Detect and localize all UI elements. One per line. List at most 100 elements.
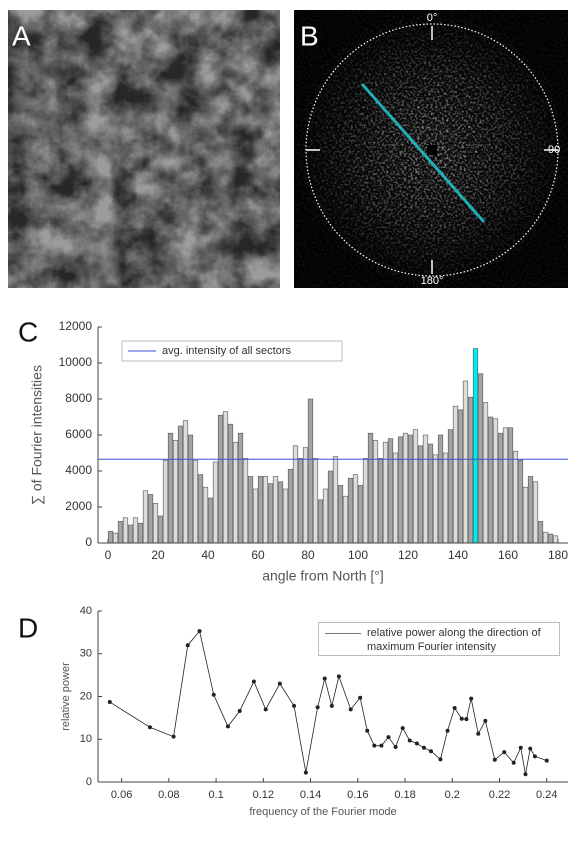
- point: [386, 735, 391, 740]
- x-tick-label: 0.1: [208, 789, 223, 801]
- bar: [172, 440, 179, 544]
- point: [532, 754, 537, 759]
- x-tick-label: 80: [301, 548, 315, 562]
- bar: [337, 485, 344, 544]
- y-tick-label: 8000: [65, 391, 92, 405]
- bar: [377, 458, 384, 544]
- bar: [192, 459, 199, 544]
- bar: [502, 427, 509, 544]
- point: [421, 745, 426, 750]
- point: [372, 743, 377, 748]
- bar: [492, 418, 499, 544]
- x-tick-label: 0.22: [489, 789, 510, 801]
- x-tick-label: 160: [498, 548, 518, 562]
- y-tick-label: 10000: [59, 355, 93, 369]
- bar: [117, 521, 124, 544]
- bar: [467, 396, 474, 544]
- point: [407, 738, 412, 743]
- bar: [307, 398, 314, 544]
- bar: [457, 409, 464, 544]
- legend-label: avg. intensity of all sectors: [162, 345, 292, 357]
- y-tick-label: 40: [80, 605, 92, 617]
- point: [107, 700, 112, 705]
- bar: [432, 454, 439, 544]
- bar: [227, 423, 234, 544]
- x-tick-label: 0.14: [300, 789, 321, 801]
- bar: [277, 481, 284, 544]
- point: [452, 706, 457, 711]
- bar: [202, 486, 209, 544]
- bar: [207, 497, 214, 544]
- point: [329, 703, 334, 708]
- bar: [267, 483, 274, 544]
- y-tick-label: 2000: [65, 499, 92, 513]
- bar: [507, 427, 514, 544]
- x-tick-label: 0.08: [158, 789, 179, 801]
- bar: [312, 458, 319, 544]
- highlight-bar: [472, 348, 479, 544]
- point: [492, 757, 497, 762]
- point: [438, 757, 443, 762]
- point: [464, 717, 469, 722]
- point: [502, 750, 507, 755]
- legend-box: [121, 340, 343, 362]
- bar: [362, 458, 369, 544]
- point: [476, 731, 481, 736]
- point: [414, 741, 419, 746]
- bar: [197, 474, 204, 544]
- bar: [232, 441, 239, 544]
- fft-label: 180°: [421, 275, 444, 287]
- bar: [332, 456, 339, 544]
- bar: [517, 459, 524, 544]
- point: [528, 746, 533, 751]
- bar: [487, 416, 494, 544]
- legend-label: relative power along the direction of ma…: [367, 627, 541, 653]
- bar: [112, 532, 119, 544]
- point: [400, 726, 405, 731]
- bar: [162, 459, 169, 544]
- bar: [297, 458, 304, 544]
- x-tick-label: 0.24: [536, 789, 557, 801]
- bar: [452, 405, 459, 544]
- x-tick-label: 0.2: [445, 789, 460, 801]
- point: [315, 705, 320, 710]
- bar: [537, 521, 544, 544]
- bar: [167, 432, 174, 544]
- x-tick-label: 0.16: [347, 789, 368, 801]
- point: [147, 725, 152, 730]
- bar: [412, 429, 419, 544]
- bar: [282, 488, 289, 544]
- bar: [237, 432, 244, 544]
- bar: [177, 425, 184, 544]
- bar: [387, 438, 394, 544]
- bar: [397, 436, 404, 544]
- bar: [127, 524, 134, 544]
- bar: [152, 503, 159, 544]
- point: [429, 749, 434, 754]
- bar: [107, 530, 114, 544]
- point: [393, 744, 398, 749]
- bar: [347, 477, 354, 544]
- bar: [252, 488, 259, 544]
- x-axis-label: frequency of the Fourier mode: [249, 806, 396, 818]
- bar: [437, 434, 444, 544]
- bar: [317, 499, 324, 544]
- panel-label: D: [18, 612, 38, 643]
- point: [211, 692, 216, 697]
- point: [292, 703, 297, 708]
- panel-label: A: [12, 20, 31, 51]
- x-tick-label: 0.06: [111, 789, 132, 801]
- panel-a-image: [8, 10, 280, 288]
- point: [322, 676, 327, 681]
- bar: [392, 452, 399, 544]
- bar: [382, 441, 389, 544]
- bar: [342, 495, 349, 544]
- point: [483, 718, 488, 723]
- bar: [262, 476, 269, 544]
- bar: [542, 531, 549, 544]
- point: [469, 696, 474, 701]
- bar: [512, 450, 519, 544]
- bar: [482, 402, 489, 544]
- bar: [257, 476, 264, 544]
